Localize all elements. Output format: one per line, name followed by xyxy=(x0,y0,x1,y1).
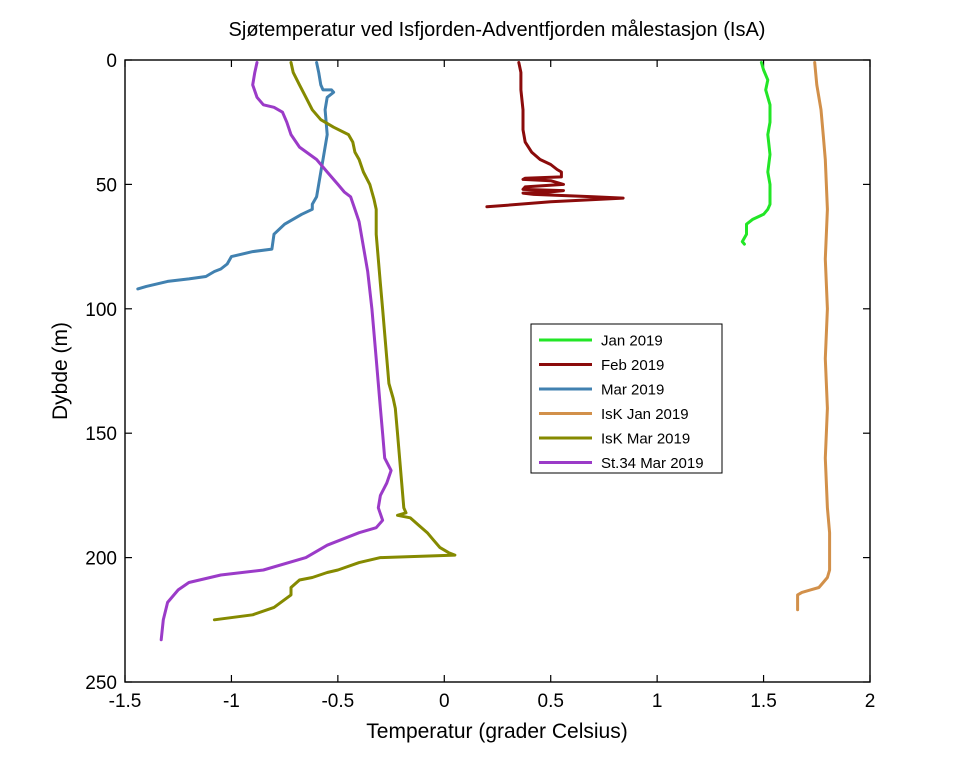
series-line-1 xyxy=(485,61,625,209)
series-line-2 xyxy=(136,61,336,291)
y-tick-label: 250 xyxy=(85,673,117,694)
y-tick-label: 200 xyxy=(85,549,117,570)
x-tick-label: -1 xyxy=(223,691,240,712)
legend-label: Feb 2019 xyxy=(601,357,664,374)
x-tick-label: 1 xyxy=(652,691,663,712)
series-lines xyxy=(136,61,832,642)
legend-box xyxy=(530,323,723,474)
x-tick-label: 0.5 xyxy=(538,691,564,712)
series-line-0 xyxy=(740,61,772,246)
legend-label: Jan 2019 xyxy=(601,333,663,350)
x-tick-label: -0.5 xyxy=(321,691,354,712)
x-tick-label: 2 xyxy=(865,691,876,712)
y-axis-label: Dybde (m) xyxy=(49,322,72,420)
x-axis: -1.5 -1 -0.5 0 0.5 1 1.5 2 xyxy=(109,60,876,712)
plot-area xyxy=(124,59,871,683)
y-tick-label: 0 xyxy=(106,51,117,72)
y-tick-label: 150 xyxy=(85,424,117,445)
legend-label: Mar 2019 xyxy=(601,382,664,399)
series-line-3 xyxy=(796,61,832,612)
x-tick-label: 1.5 xyxy=(750,691,776,712)
y-axis: 0 50 100 150 200 250 xyxy=(85,51,870,694)
y-tick-label: 100 xyxy=(85,300,117,321)
legend-label: IsK Jan 2019 xyxy=(601,406,689,423)
x-tick-label: -1.5 xyxy=(109,691,142,712)
chart-title: Sjøtemperatur ved Isfjorden-Adventfjorde… xyxy=(229,19,766,41)
x-axis-label: Temperatur (grader Celsius) xyxy=(366,720,627,743)
legend: Jan 2019 Feb 2019 Mar 2019 IsK Jan 2019 IsK … xyxy=(530,323,723,474)
plot-frame xyxy=(124,59,871,683)
series-line-5 xyxy=(159,61,393,642)
legend-label: St.34 Mar 2019 xyxy=(601,455,704,472)
x-tick-label: 0 xyxy=(439,691,450,712)
legend-label: IsK Mar 2019 xyxy=(601,431,690,448)
series-line-4 xyxy=(212,61,457,622)
y-tick-label: 50 xyxy=(96,175,117,196)
